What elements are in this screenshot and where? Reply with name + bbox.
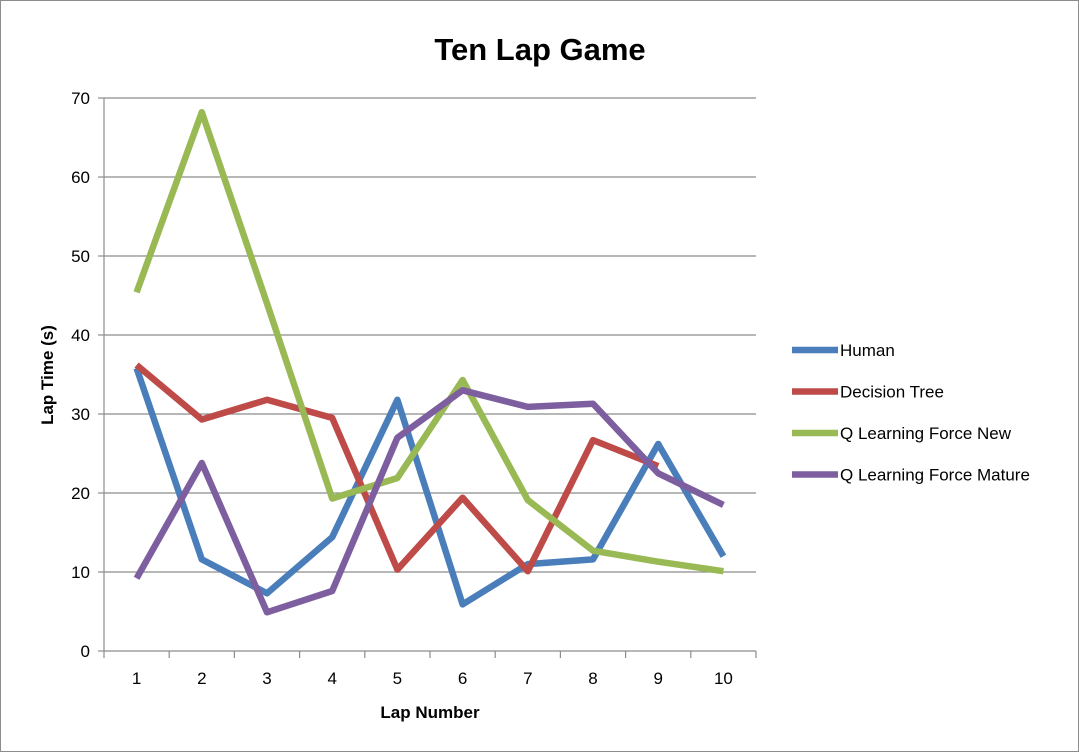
chart-title: Ten Lap Game [434,32,645,67]
y-tick-label: 50 [71,247,90,266]
legend-label: Human [840,341,895,360]
series-line-1 [133,367,727,608]
x-tick-label: 5 [393,669,402,688]
series-line-2 [134,362,660,575]
x-tick-label: 10 [714,669,733,688]
series-line-3 [133,108,724,575]
y-tick-label: 40 [71,326,90,345]
x-axis-label: Lap Number [380,703,480,722]
x-tick-label: 1 [132,669,141,688]
x-tick-label: 9 [653,669,662,688]
y-tick-label: 70 [71,89,90,108]
legend-label: Q Learning Force Mature [840,466,1030,485]
x-tick-label: 7 [523,669,532,688]
legend: Human Decision Tree Q Learning Force New Q … [792,341,1030,485]
series-lines [133,108,727,616]
x-tick-label: 6 [458,669,467,688]
y-axis-label: Lap Time (s) [38,325,57,425]
y-tick-label: 60 [71,168,90,187]
axes [98,97,757,658]
series-line-4 [133,387,725,616]
legend-label: Q Learning Force New [840,424,1012,443]
x-tick-labels: 1 2 3 4 5 6 7 8 9 10 [132,669,733,688]
y-tick-label: 30 [71,405,90,424]
y-tick-label: 10 [71,563,90,582]
y-tick-label: 20 [71,484,90,503]
x-tick-label: 2 [197,669,206,688]
y-tick-labels: 0 10 20 30 40 50 60 70 [71,89,90,661]
legend-label: Decision Tree [840,383,944,402]
y-tick-label: 0 [81,642,90,661]
x-tick-label: 4 [327,669,336,688]
x-tick-label: 3 [262,669,271,688]
x-tick-label: 8 [588,669,597,688]
